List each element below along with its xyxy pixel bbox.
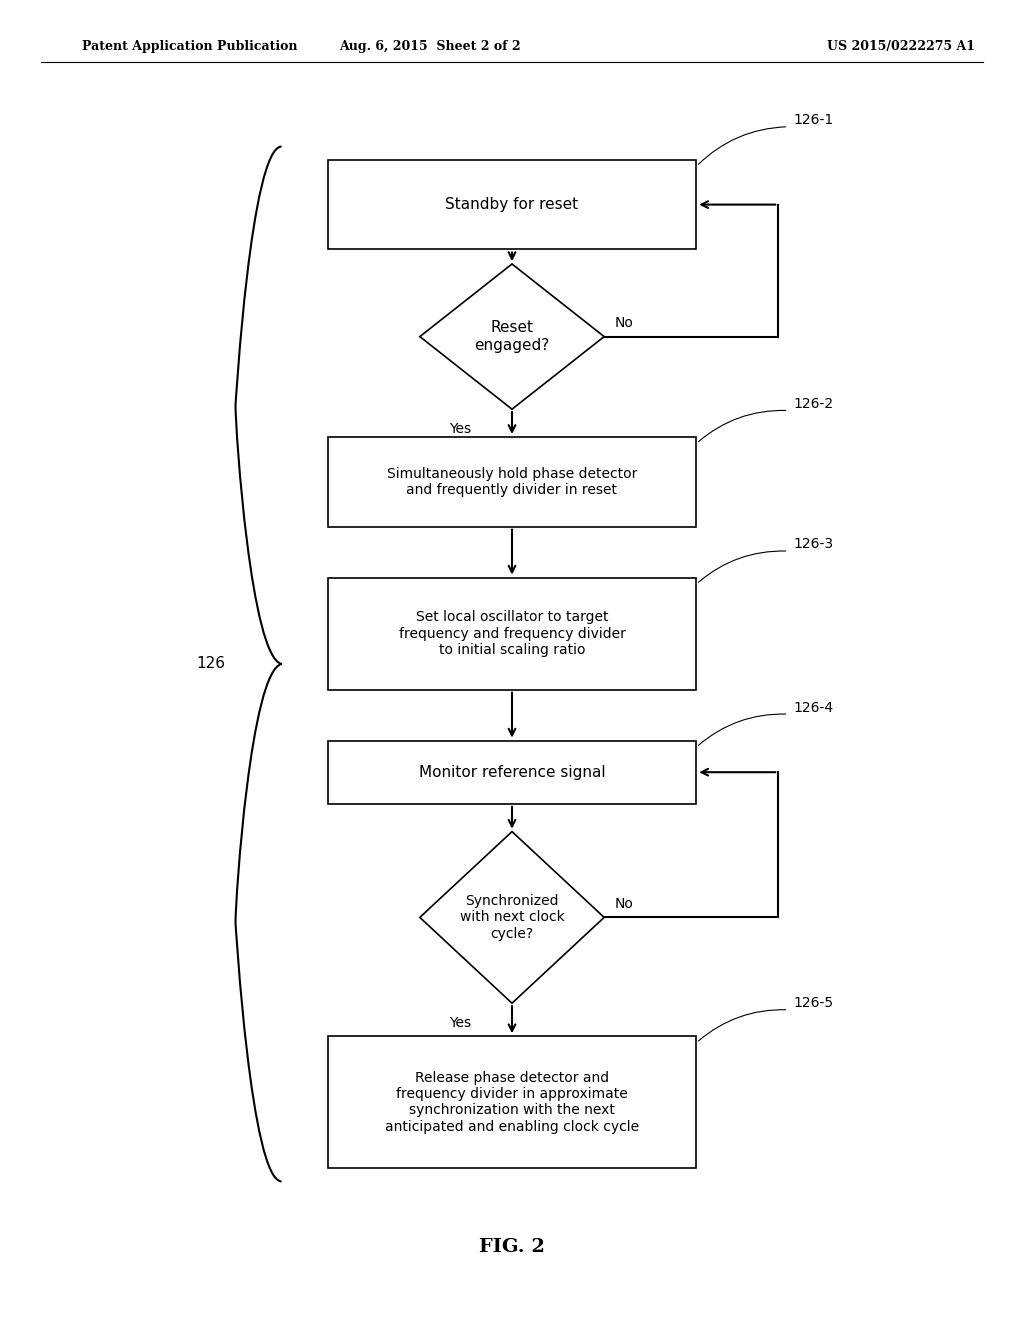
Text: Standby for reset: Standby for reset: [445, 197, 579, 213]
Text: Simultaneously hold phase detector
and frequently divider in reset: Simultaneously hold phase detector and f…: [387, 467, 637, 496]
Text: Aug. 6, 2015  Sheet 2 of 2: Aug. 6, 2015 Sheet 2 of 2: [339, 40, 521, 53]
Text: Yes: Yes: [449, 1016, 471, 1031]
Text: No: No: [614, 315, 633, 330]
FancyBboxPatch shape: [328, 437, 696, 527]
Text: Patent Application Publication: Patent Application Publication: [82, 40, 297, 53]
Text: 126-1: 126-1: [794, 114, 834, 127]
Text: 126-3: 126-3: [794, 537, 834, 552]
FancyBboxPatch shape: [328, 1036, 696, 1168]
Text: 126-5: 126-5: [794, 997, 834, 1010]
Text: 126-2: 126-2: [794, 397, 834, 411]
FancyBboxPatch shape: [328, 578, 696, 689]
Text: Monitor reference signal: Monitor reference signal: [419, 764, 605, 780]
Text: Synchronized
with next clock
cycle?: Synchronized with next clock cycle?: [460, 894, 564, 941]
Text: 126-4: 126-4: [794, 701, 834, 714]
Text: 126: 126: [197, 656, 225, 672]
Text: Reset
engaged?: Reset engaged?: [474, 321, 550, 352]
Text: FIG. 2: FIG. 2: [479, 1238, 545, 1257]
Polygon shape: [420, 264, 604, 409]
Text: Yes: Yes: [449, 422, 471, 437]
Text: Set local oscillator to target
frequency and frequency divider
to initial scalin: Set local oscillator to target frequency…: [398, 610, 626, 657]
Polygon shape: [420, 832, 604, 1003]
Text: Release phase detector and
frequency divider in approximate
synchronization with: Release phase detector and frequency div…: [385, 1071, 639, 1134]
Text: US 2015/0222275 A1: US 2015/0222275 A1: [827, 40, 975, 53]
Text: No: No: [614, 896, 633, 911]
FancyBboxPatch shape: [328, 741, 696, 804]
FancyBboxPatch shape: [328, 160, 696, 249]
